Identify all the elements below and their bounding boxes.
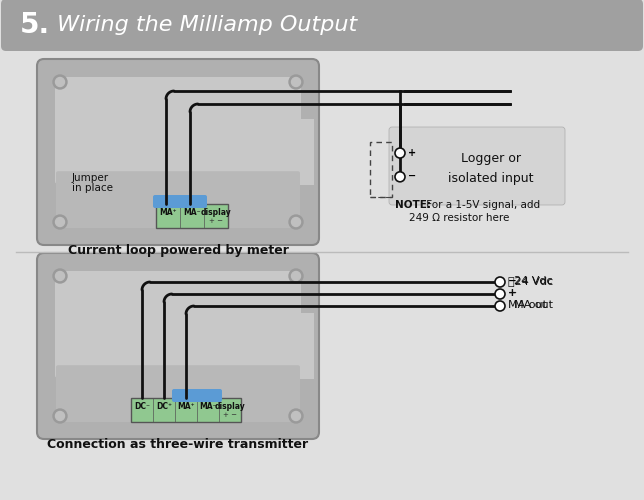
- Text: MA out: MA out: [514, 300, 553, 310]
- Bar: [294, 314, 314, 378]
- FancyBboxPatch shape: [55, 271, 301, 378]
- Circle shape: [495, 289, 505, 299]
- Text: +: +: [408, 148, 416, 158]
- Text: MA⁻: MA⁻: [183, 208, 201, 217]
- FancyBboxPatch shape: [37, 59, 319, 245]
- Circle shape: [55, 78, 64, 86]
- FancyBboxPatch shape: [153, 195, 207, 208]
- Text: MA⁺: MA⁺: [159, 208, 177, 217]
- Text: Current loop powered by meter: Current loop powered by meter: [68, 244, 289, 257]
- FancyBboxPatch shape: [1, 0, 643, 51]
- Text: DC⁺: DC⁺: [156, 402, 172, 411]
- Circle shape: [55, 272, 64, 280]
- Text: display: display: [201, 208, 231, 217]
- Circle shape: [53, 215, 67, 229]
- FancyBboxPatch shape: [56, 365, 300, 422]
- Text: 5.: 5.: [20, 11, 50, 39]
- Circle shape: [55, 412, 64, 420]
- Circle shape: [495, 301, 505, 311]
- Circle shape: [292, 218, 301, 226]
- Circle shape: [395, 172, 405, 182]
- Text: Jumper: Jumper: [72, 173, 109, 183]
- Text: −: −: [408, 172, 416, 181]
- FancyBboxPatch shape: [172, 389, 222, 402]
- Circle shape: [292, 78, 301, 86]
- FancyBboxPatch shape: [55, 77, 301, 184]
- Circle shape: [289, 409, 303, 423]
- Text: +: +: [508, 288, 517, 298]
- Circle shape: [289, 75, 303, 89]
- Circle shape: [55, 218, 64, 226]
- Text: MA out: MA out: [508, 300, 547, 310]
- Circle shape: [289, 215, 303, 229]
- Text: in place: in place: [72, 183, 113, 193]
- FancyBboxPatch shape: [37, 253, 319, 439]
- Bar: [294, 120, 314, 184]
- Text: MA⁺: MA⁺: [177, 402, 195, 411]
- Circle shape: [53, 409, 67, 423]
- Circle shape: [289, 269, 303, 283]
- Text: display: display: [214, 402, 245, 411]
- Circle shape: [395, 148, 405, 158]
- Text: NOTE:: NOTE:: [395, 200, 431, 210]
- Text: DC⁻: DC⁻: [134, 402, 150, 411]
- FancyBboxPatch shape: [56, 171, 300, 228]
- Text: Logger or: Logger or: [461, 152, 521, 166]
- FancyBboxPatch shape: [389, 127, 565, 205]
- Text: +: +: [508, 288, 516, 298]
- Text: Wiring the Milliamp Output: Wiring the Milliamp Output: [50, 15, 357, 35]
- Circle shape: [292, 272, 301, 280]
- Circle shape: [292, 412, 301, 420]
- Text: ⁲24 Vdc: ⁲24 Vdc: [508, 276, 553, 286]
- Text: + −: + −: [209, 218, 223, 224]
- Text: Connection as three-wire transmitter: Connection as three-wire transmitter: [48, 438, 308, 451]
- Text: −: −: [508, 276, 516, 285]
- Bar: [131, 398, 241, 422]
- Text: For a 1-5V signal, add: For a 1-5V signal, add: [423, 200, 540, 210]
- Bar: [156, 204, 228, 228]
- Text: + −: + −: [223, 412, 237, 418]
- Circle shape: [53, 75, 67, 89]
- Text: isolated input: isolated input: [448, 172, 534, 186]
- Circle shape: [53, 269, 67, 283]
- Text: MA⁻: MA⁻: [199, 402, 217, 411]
- Bar: [370, 142, 392, 197]
- Text: 24 Vdc: 24 Vdc: [514, 276, 553, 286]
- Circle shape: [495, 277, 505, 287]
- Text: 249 Ω resistor here: 249 Ω resistor here: [409, 213, 509, 223]
